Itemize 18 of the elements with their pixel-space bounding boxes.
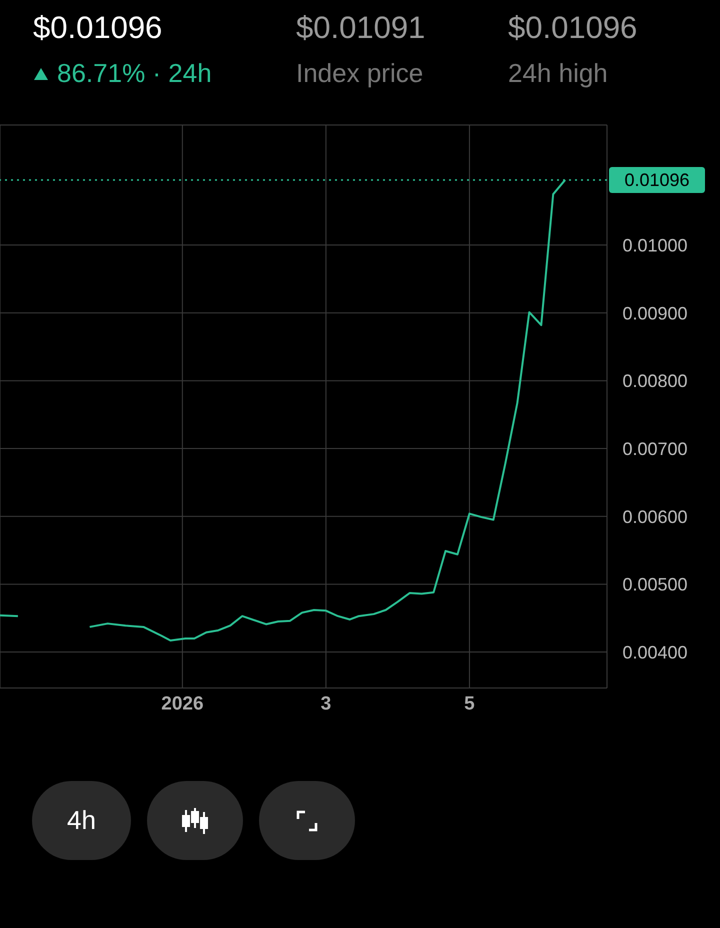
y-tick-label: 0.00600	[622, 506, 688, 527]
text: Index price	[296, 58, 424, 89]
y-tick-label: 0.00900	[622, 303, 688, 324]
x-tick-label: 5	[464, 693, 476, 714]
ref-line-label: 0.01096	[624, 170, 690, 190]
y-tick-label: 0.01000	[622, 235, 688, 256]
x-tick-label: 3	[320, 693, 332, 714]
y-tick-label: 0.00500	[622, 574, 688, 595]
text: $0.01091	[296, 10, 426, 46]
x-tick-label: 2026	[161, 693, 204, 714]
text: 4h	[32, 781, 131, 860]
chart-title: $0.01096	[33, 10, 162, 46]
y-tick-label: 0.00400	[622, 642, 688, 662]
y-tick-label: 0.00700	[622, 438, 688, 459]
text: $0.01096	[508, 10, 638, 46]
y-tick-label: 0.00800	[622, 371, 688, 392]
text: 24h high	[508, 58, 608, 89]
chart-subtitle: 86.71% · 24h	[57, 58, 212, 89]
